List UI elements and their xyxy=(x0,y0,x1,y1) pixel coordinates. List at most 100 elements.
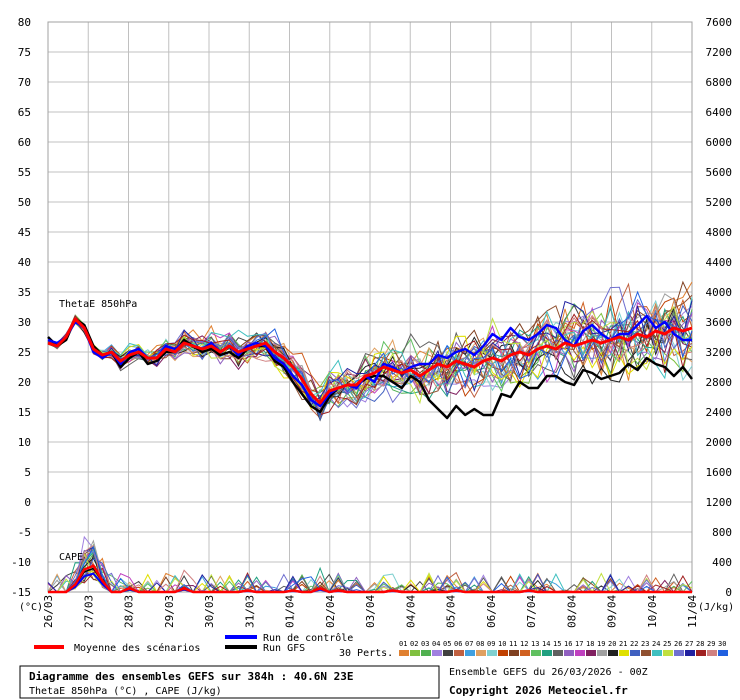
y-tick-label: 55 xyxy=(18,166,31,179)
x-tick-label: 10/04 xyxy=(646,595,659,628)
pert-number-07: 07 xyxy=(465,640,473,648)
y-tick-label: 60 xyxy=(18,136,31,149)
pert-swatch-25 xyxy=(663,650,673,656)
perturbation-legend: 01 02 03 04 05 06 07 08 09 10 11 12 13 14 15 16 17 18 19 20… xyxy=(399,640,728,656)
pert-number-14: 14 xyxy=(542,640,550,648)
pert-swatch-18 xyxy=(586,650,596,656)
y2-tick-label: 0 xyxy=(725,586,732,599)
x-tick-label: 07/04 xyxy=(525,595,538,628)
run-label: Ensemble GEFS du 26/03/2026 - 00Z xyxy=(449,667,648,678)
y-tick-label: 35 xyxy=(18,286,31,299)
pert-swatch-02 xyxy=(410,650,420,656)
x-tick-label: 28/03 xyxy=(123,595,136,628)
x-tick-label: 03/04 xyxy=(364,595,377,628)
y-tick-label: -15 xyxy=(11,586,31,599)
x-tick-label: 29/03 xyxy=(163,595,176,628)
y-axis-right-ticks: 7600720068006400600056005200480044004000… xyxy=(706,16,733,599)
pert-number-20: 20 xyxy=(608,640,616,648)
pert-number-16: 16 xyxy=(564,640,572,648)
y2-tick-label: 2000 xyxy=(706,436,733,449)
main-series-lines xyxy=(47,314,693,594)
pert-number-26: 26 xyxy=(674,640,682,648)
pert-swatch-22 xyxy=(630,650,640,656)
pert-number-28: 28 xyxy=(696,640,704,648)
pert-number-19: 19 xyxy=(597,640,605,648)
y-tick-label: 25 xyxy=(18,346,31,359)
pert-number-08: 08 xyxy=(476,640,484,648)
pert-swatch-28 xyxy=(696,650,706,656)
pert-number-27: 27 xyxy=(685,640,693,648)
pert-swatch-13 xyxy=(531,650,541,656)
x-tick-label: 01/04 xyxy=(284,595,297,628)
y-tick-label: 70 xyxy=(18,76,31,89)
y2-tick-label: 5600 xyxy=(706,166,733,179)
x-tick-label: 02/04 xyxy=(324,595,337,628)
pert-swatch-24 xyxy=(652,650,662,656)
pert-swatch-16 xyxy=(564,650,574,656)
pert-number-22: 22 xyxy=(630,640,638,648)
pert-swatch-26 xyxy=(674,650,684,656)
legend: Moyenne des scénarios Run de contrôle Ru… xyxy=(34,632,728,659)
pert-number-23: 23 xyxy=(641,640,649,648)
pert-swatch-01 xyxy=(399,650,409,656)
pert-number-30: 30 xyxy=(718,640,726,648)
pert-swatch-14 xyxy=(542,650,552,656)
cape-series-label: CAPE xyxy=(59,552,83,563)
y2-tick-label: 4400 xyxy=(706,256,733,269)
y2-tick-label: 7200 xyxy=(706,46,733,59)
grid xyxy=(47,21,693,593)
pert-number-15: 15 xyxy=(553,640,561,648)
y2-tick-label: 7600 xyxy=(706,16,733,29)
pert-swatch-30 xyxy=(718,650,728,656)
y-tick-label: 5 xyxy=(24,466,31,479)
chart-title: Diagramme des ensembles GEFS sur 384h : … xyxy=(29,670,354,683)
pert-number-24: 24 xyxy=(652,640,660,648)
pert-swatch-20 xyxy=(608,650,618,656)
y-tick-label: 40 xyxy=(18,256,31,269)
y-tick-label: 20 xyxy=(18,376,31,389)
x-axis-ticks: 26/03 27/03 28/03 29/03 30/03 31/03 01/04 02/04… xyxy=(42,595,699,628)
pert-number-11: 11 xyxy=(509,640,517,648)
y2-tick-label: 5200 xyxy=(706,196,733,209)
y-tick-label: 0 xyxy=(24,496,31,509)
chart-subtitle: ThetaE 850hPa (°C) , CAPE (J/kg) xyxy=(29,686,222,697)
pert-number-25: 25 xyxy=(663,640,671,648)
pert-number-10: 10 xyxy=(498,640,506,648)
left-unit-label: (°C) xyxy=(19,602,43,613)
pert-line-thetae-30 xyxy=(47,290,693,417)
pert-swatch-15 xyxy=(553,650,563,656)
legend-control-label: Run de contrôle xyxy=(263,632,353,644)
y2-tick-label: 1200 xyxy=(706,496,733,509)
pert-swatch-10 xyxy=(498,650,508,656)
mean-line-thetae xyxy=(47,317,693,405)
pert-swatch-07 xyxy=(465,650,475,656)
x-tick-label: 11/04 xyxy=(686,595,699,628)
pert-swatch-27 xyxy=(685,650,695,656)
pert-number-02: 02 xyxy=(410,640,418,648)
pert-number-13: 13 xyxy=(531,640,539,648)
pert-swatch-09 xyxy=(487,650,497,656)
mean-line-cape xyxy=(48,564,692,594)
pert-swatch-08 xyxy=(476,650,486,656)
y2-tick-label: 6400 xyxy=(706,106,733,119)
y2-tick-label: 1600 xyxy=(706,466,733,479)
pert-number-12: 12 xyxy=(520,640,528,648)
pert-number-03: 03 xyxy=(421,640,429,648)
legend-mean-label: Moyenne des scénarios xyxy=(74,642,200,654)
x-tick-label: 30/03 xyxy=(203,595,216,628)
pert-number-17: 17 xyxy=(575,640,583,648)
y2-tick-label: 4000 xyxy=(706,286,733,299)
pert-number-09: 09 xyxy=(487,640,495,648)
pert-number-18: 18 xyxy=(586,640,594,648)
y-tick-label: 75 xyxy=(18,46,31,59)
x-tick-label: 31/03 xyxy=(243,595,256,628)
right-unit-label: (J/kg) xyxy=(698,602,734,613)
y-tick-label: 15 xyxy=(18,406,31,419)
pert-line-thetae-27 xyxy=(47,300,693,406)
pert-swatch-29 xyxy=(707,650,717,656)
pert-swatch-17 xyxy=(575,650,585,656)
pert-number-05: 05 xyxy=(443,640,451,648)
y-tick-label: 30 xyxy=(18,316,31,329)
